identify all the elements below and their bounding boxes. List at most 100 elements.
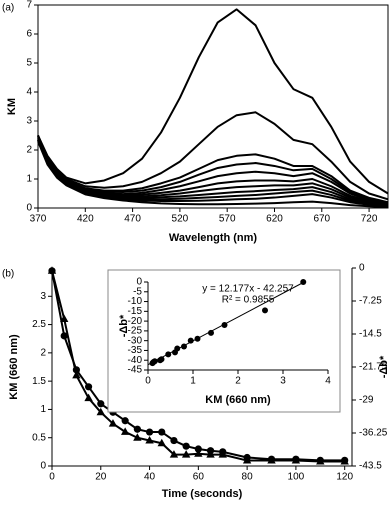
circle-marker bbox=[121, 417, 129, 425]
y-tick-label: 0 bbox=[40, 461, 46, 472]
scatter-point bbox=[187, 337, 194, 344]
y2-tick-label: -14.5 bbox=[359, 329, 382, 340]
x-tick-label: 40 bbox=[144, 472, 156, 483]
circle-marker bbox=[158, 428, 166, 436]
y-tick-label: -20 bbox=[128, 316, 143, 327]
x-tick-label: 670 bbox=[313, 214, 330, 225]
triangle-marker bbox=[120, 427, 130, 435]
y-tick-label: 7 bbox=[26, 0, 32, 11]
triangle-marker bbox=[72, 370, 81, 379]
y2-axis-title: -Δb* bbox=[378, 355, 390, 378]
scatter-point bbox=[194, 335, 201, 342]
triangle-marker bbox=[340, 456, 349, 465]
scatter-point bbox=[221, 322, 228, 329]
scatter-point bbox=[165, 351, 172, 358]
y-tick-label: -40 bbox=[128, 355, 143, 366]
x-tick-label: 470 bbox=[124, 214, 141, 225]
y-axis-title: KM bbox=[6, 98, 18, 115]
circle-marker bbox=[182, 442, 190, 450]
y-tick-label: 2 bbox=[26, 145, 32, 156]
circle-marker bbox=[145, 428, 154, 436]
y-tick-label: 2 bbox=[40, 347, 46, 358]
triangle-marker bbox=[194, 449, 203, 457]
y2-tick-label: -7.25 bbox=[359, 296, 382, 307]
y-tick-label: 2.5 bbox=[32, 319, 46, 330]
triangle-marker bbox=[206, 450, 215, 458]
series-line bbox=[37, 140, 389, 209]
y-tick-label: -30 bbox=[128, 335, 143, 346]
triangle-marker bbox=[47, 266, 57, 274]
series-line bbox=[37, 111, 389, 201]
x-tick-label: 20 bbox=[95, 472, 107, 483]
circle-marker bbox=[170, 436, 178, 445]
triangle-marker bbox=[133, 433, 142, 441]
x-tick-label: 620 bbox=[266, 214, 283, 225]
x-tick-label: 4 bbox=[325, 376, 331, 387]
y-tick-label: 3 bbox=[26, 116, 32, 127]
triangle-marker bbox=[169, 450, 179, 458]
x-tick-label: 420 bbox=[77, 214, 94, 225]
panel-label: (a) bbox=[2, 3, 14, 14]
y-tick-label: -35 bbox=[128, 345, 143, 356]
x-tick-label: 3 bbox=[280, 376, 286, 387]
x-tick-label: 1 bbox=[190, 376, 196, 387]
triangle-marker bbox=[96, 407, 105, 416]
x-tick-label: 370 bbox=[30, 214, 47, 225]
triangle-marker bbox=[84, 393, 93, 402]
triangle-marker bbox=[291, 456, 301, 464]
y-tick-label: 0 bbox=[136, 277, 142, 288]
x-axis-title: Wavelength (nm) bbox=[169, 232, 258, 244]
y-tick-label: -25 bbox=[128, 326, 143, 337]
trendline-equation: y = 12.177x - 42.257 bbox=[202, 284, 294, 295]
x-tick-label: 520 bbox=[172, 214, 189, 225]
triangle-marker bbox=[242, 456, 252, 464]
circle-marker bbox=[60, 332, 68, 340]
triangle-marker bbox=[267, 456, 276, 464]
x-tick-label: 120 bbox=[336, 472, 353, 483]
y-tick-label: 1 bbox=[26, 174, 32, 185]
y-tick-label: -45 bbox=[128, 365, 143, 376]
x-tick-label: 570 bbox=[219, 214, 236, 225]
x-tick-label: 2 bbox=[235, 376, 241, 387]
x-tick-label: 100 bbox=[288, 472, 305, 483]
trendline-r2: R² = 0.9855 bbox=[222, 295, 275, 306]
y-axis-title: KM (660 nm) bbox=[8, 334, 20, 400]
triangle-marker bbox=[181, 450, 191, 458]
triangle-marker bbox=[59, 314, 69, 322]
triangle-marker bbox=[316, 456, 325, 465]
y-axis-title: -Δb* bbox=[118, 314, 130, 337]
scatter-point bbox=[158, 356, 165, 363]
panel-label: (b) bbox=[2, 269, 14, 280]
circle-marker bbox=[194, 445, 202, 453]
y2-tick-label: 0 bbox=[359, 263, 365, 274]
x-axis-title: Time (seconds) bbox=[162, 488, 243, 500]
scatter-point bbox=[262, 307, 268, 314]
y2-tick-label: -21.75 bbox=[359, 362, 388, 373]
y2-tick-label: -43.5 bbox=[359, 461, 382, 472]
plot-frame bbox=[37, 4, 389, 209]
y-tick-label: 0 bbox=[26, 203, 32, 214]
y-tick-label: 3 bbox=[40, 291, 46, 302]
scatter-point bbox=[174, 345, 181, 352]
triangle-marker bbox=[157, 438, 166, 447]
x-axis-title: KM (660 nm) bbox=[205, 394, 271, 406]
y-tick-label: -15 bbox=[128, 306, 143, 317]
y-tick-label: 0.5 bbox=[32, 432, 46, 443]
y-tick-label: 1.5 bbox=[32, 376, 46, 387]
circle-marker bbox=[84, 383, 93, 391]
circle-marker bbox=[133, 425, 141, 433]
scatter-point bbox=[181, 343, 187, 350]
y-tick-label: 4 bbox=[26, 87, 32, 98]
y2-tick-label: -36.25 bbox=[359, 428, 388, 439]
y-tick-label: 1 bbox=[40, 404, 46, 415]
x-tick-label: 60 bbox=[193, 472, 205, 483]
x-tick-label: 720 bbox=[361, 214, 378, 225]
triangle-marker bbox=[145, 436, 154, 444]
scatter-point bbox=[151, 358, 158, 365]
triangle-marker bbox=[108, 419, 118, 427]
y-tick-label: -10 bbox=[128, 296, 143, 307]
x-tick-label: 80 bbox=[242, 472, 254, 483]
scatter-point bbox=[208, 329, 214, 336]
